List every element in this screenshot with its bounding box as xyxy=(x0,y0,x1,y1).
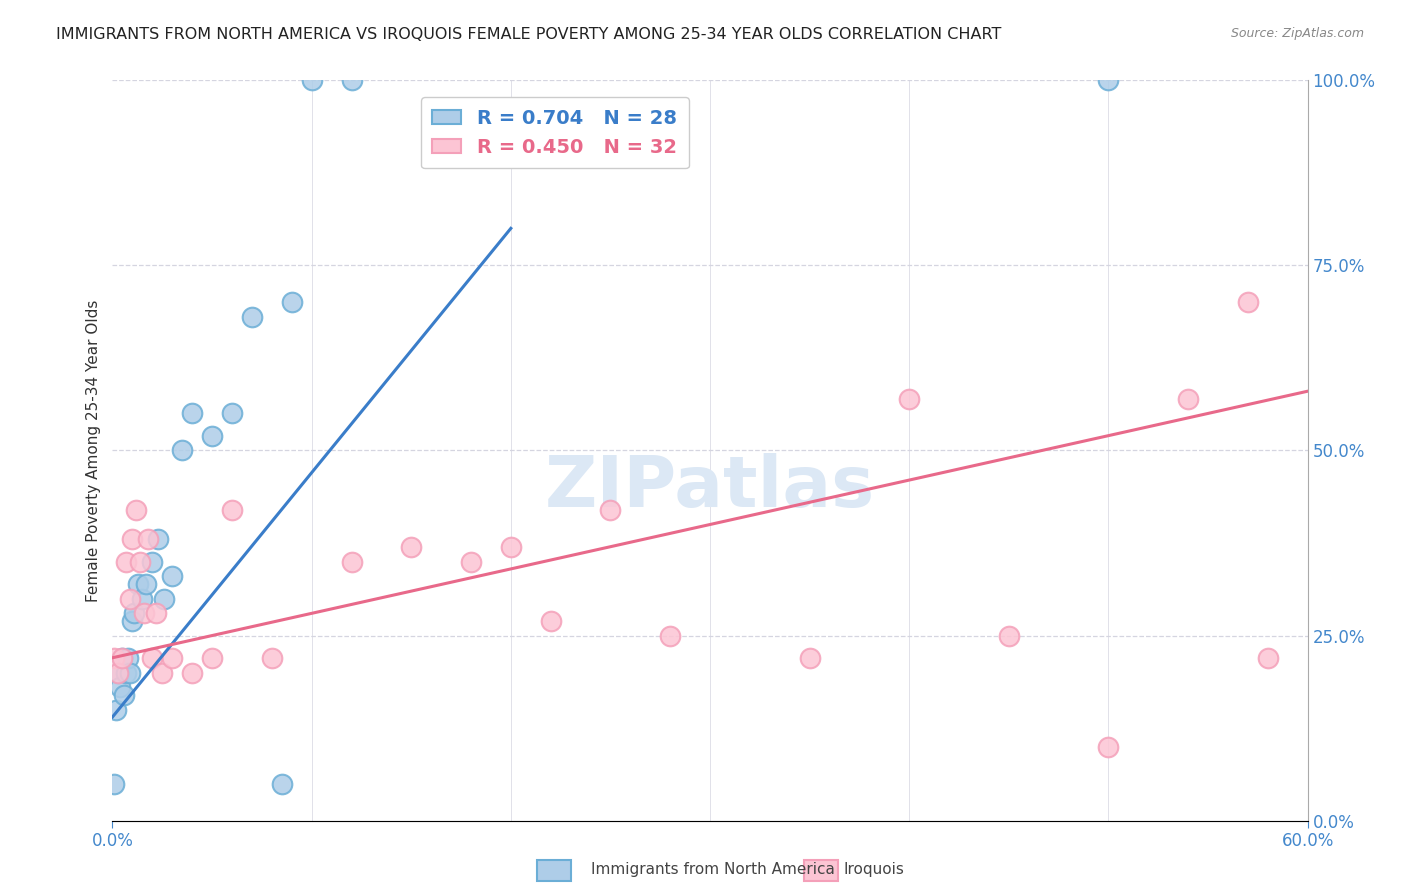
Point xyxy=(998,628,1021,642)
Point xyxy=(150,665,173,680)
Point xyxy=(121,614,143,628)
Point xyxy=(172,443,194,458)
Point xyxy=(127,576,149,591)
Point xyxy=(1237,295,1260,310)
Point xyxy=(120,665,142,680)
Point xyxy=(401,540,423,554)
Point xyxy=(138,533,160,547)
Point xyxy=(1177,392,1199,406)
Point xyxy=(181,665,204,680)
Point xyxy=(260,650,283,665)
Point xyxy=(103,776,125,791)
Point xyxy=(162,650,183,665)
Point xyxy=(141,555,163,569)
Point xyxy=(270,776,292,791)
Point xyxy=(111,650,134,665)
Legend: R = 0.704   N = 28, R = 0.450   N = 32: R = 0.704 N = 28, R = 0.450 N = 32 xyxy=(420,97,689,169)
Point xyxy=(1097,739,1119,754)
Point xyxy=(134,607,156,621)
Point xyxy=(499,540,522,554)
Point xyxy=(281,295,304,310)
Point xyxy=(340,555,363,569)
Point xyxy=(301,73,323,87)
Point xyxy=(111,650,134,665)
Point xyxy=(340,73,363,87)
Point xyxy=(145,607,167,621)
Point xyxy=(221,502,243,516)
Point xyxy=(162,569,183,583)
Text: IMMIGRANTS FROM NORTH AMERICA VS IROQUOIS FEMALE POVERTY AMONG 25-34 YEAR OLDS C: IMMIGRANTS FROM NORTH AMERICA VS IROQUOI… xyxy=(56,27,1001,42)
Point xyxy=(110,681,132,695)
Point xyxy=(105,703,128,717)
Point xyxy=(148,533,170,547)
Point xyxy=(131,591,153,606)
Point xyxy=(107,665,129,680)
Point xyxy=(121,533,143,547)
Point xyxy=(240,310,263,325)
Point xyxy=(103,650,125,665)
Point xyxy=(114,688,135,702)
Text: Source: ZipAtlas.com: Source: ZipAtlas.com xyxy=(1230,27,1364,40)
Point xyxy=(898,392,921,406)
Point xyxy=(460,555,482,569)
Point xyxy=(135,576,157,591)
Point xyxy=(115,555,138,569)
Point xyxy=(201,428,224,442)
Point xyxy=(599,502,621,516)
Point xyxy=(120,591,142,606)
Point xyxy=(125,502,148,516)
Point xyxy=(221,407,243,421)
Point xyxy=(107,665,129,680)
Point xyxy=(117,650,139,665)
Text: ZIPatlas: ZIPatlas xyxy=(546,453,875,522)
Point xyxy=(124,607,146,621)
Point xyxy=(181,407,204,421)
Text: Immigrants from North America: Immigrants from North America xyxy=(591,863,834,877)
Point xyxy=(115,665,138,680)
Point xyxy=(129,555,152,569)
Point xyxy=(540,614,562,628)
Point xyxy=(153,591,176,606)
Point xyxy=(659,628,682,642)
Point xyxy=(1257,650,1279,665)
Text: Iroquois: Iroquois xyxy=(844,863,904,877)
Point xyxy=(799,650,821,665)
Point xyxy=(1097,73,1119,87)
Y-axis label: Female Poverty Among 25-34 Year Olds: Female Poverty Among 25-34 Year Olds xyxy=(86,300,101,601)
Point xyxy=(201,650,224,665)
Point xyxy=(141,650,163,665)
